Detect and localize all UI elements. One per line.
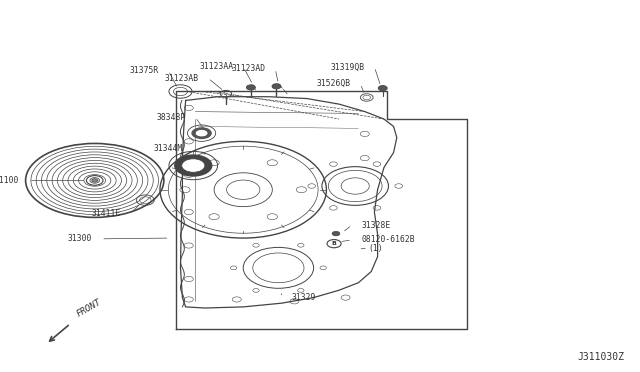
Text: 31123AD: 31123AD (232, 64, 266, 73)
Text: 31300: 31300 (67, 234, 92, 243)
Circle shape (327, 240, 341, 248)
Text: J311030Z: J311030Z (577, 352, 624, 362)
Circle shape (86, 176, 103, 185)
Circle shape (378, 86, 387, 91)
Text: 31328E: 31328E (362, 221, 391, 230)
Circle shape (90, 177, 100, 183)
Circle shape (92, 179, 97, 182)
Circle shape (272, 84, 281, 89)
Text: 38348P: 38348P (156, 113, 186, 122)
Text: 31319QB: 31319QB (331, 62, 365, 71)
Text: 31344M: 31344M (154, 144, 183, 153)
Text: 31123AA: 31123AA (200, 62, 234, 71)
Text: 31526QB: 31526QB (317, 79, 351, 88)
Text: 31411E: 31411E (91, 209, 120, 218)
Circle shape (332, 231, 340, 236)
Text: 31329: 31329 (291, 293, 316, 302)
Circle shape (182, 159, 205, 172)
Text: FRONT: FRONT (76, 298, 103, 319)
Text: (1): (1) (368, 244, 383, 253)
Text: 31123AB: 31123AB (164, 74, 198, 83)
Text: 31100: 31100 (0, 176, 19, 185)
Text: B: B (332, 241, 337, 246)
Circle shape (195, 129, 208, 137)
Circle shape (246, 85, 255, 90)
Circle shape (191, 127, 212, 139)
Text: 08120-6162B: 08120-6162B (362, 235, 415, 244)
Circle shape (174, 154, 212, 177)
Text: 31375R: 31375R (129, 66, 159, 75)
